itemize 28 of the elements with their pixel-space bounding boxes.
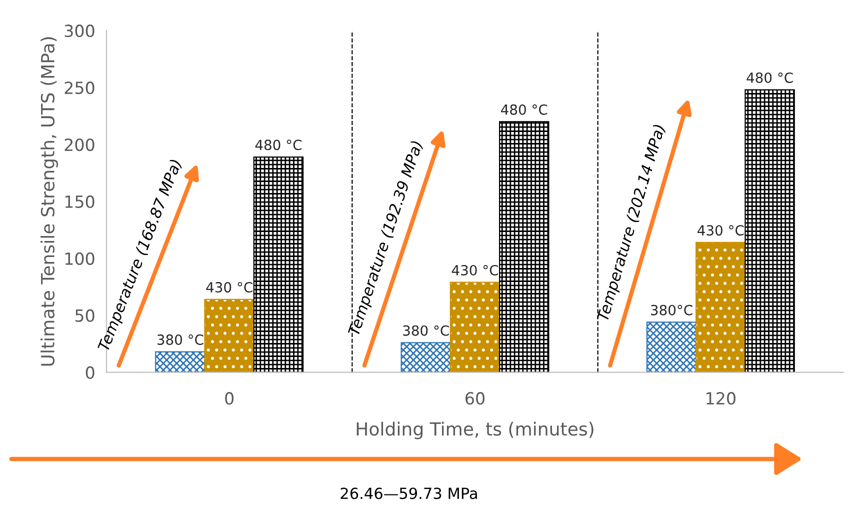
annotation: 380 °C [403, 325, 449, 336]
y-tick-label: 0 [86, 366, 94, 379]
y-tick-label: 150 [65, 195, 94, 208]
annotation: 480 °C [501, 104, 548, 115]
annotation: 430 °C [452, 264, 498, 276]
y-tick-label: 100 [65, 252, 94, 265]
y-tick-label: 300 [64, 24, 94, 38]
x-tick-label: 0 [225, 392, 234, 405]
y-tick-label: 200 [64, 138, 94, 152]
bar [253, 156, 304, 372]
bar [744, 89, 795, 372]
annotation: 480 °C [746, 72, 793, 83]
bar [400, 342, 451, 372]
x-tick-label: 120 [706, 392, 736, 405]
y-tick-label: 250 [64, 82, 94, 94]
annotation: 380 °C [157, 334, 204, 345]
annotation: 480 °C [255, 140, 302, 150]
x-axis-title: Holding Time, ts (minutes) [356, 422, 594, 440]
text: 26.46—59.73 MPa [340, 488, 477, 500]
x-tick-label: 60 [466, 392, 484, 405]
annotation: 430 °C [206, 282, 252, 293]
y-axis-title: Ultimate Tensile Strength, UTS (MPa) [40, 37, 58, 366]
bar [499, 121, 550, 372]
annotation: 430 °C [698, 225, 744, 236]
annotation: 380°C [651, 304, 692, 316]
bar [646, 322, 697, 372]
y-tick-label: 50 [75, 309, 94, 322]
bar [155, 351, 206, 372]
